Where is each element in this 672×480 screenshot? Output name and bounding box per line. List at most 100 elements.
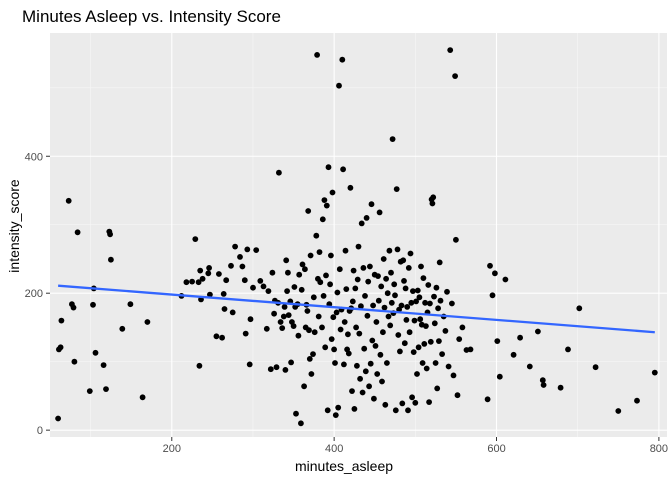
data-point: [288, 359, 294, 366]
data-point: [293, 410, 299, 417]
data-point: [487, 262, 493, 269]
data-point: [281, 304, 288, 310]
data-point: [349, 298, 356, 305]
data-point: [426, 399, 432, 405]
data-point: [216, 271, 222, 277]
data-point: [310, 294, 317, 301]
data-point: [385, 313, 392, 320]
data-point: [127, 301, 134, 308]
data-point: [331, 346, 337, 353]
data-point: [375, 297, 382, 304]
data-point: [263, 325, 270, 332]
data-point: [307, 252, 314, 259]
data-point: [277, 319, 284, 325]
data-point: [273, 364, 280, 371]
data-point: [237, 254, 243, 260]
data-point: [108, 256, 114, 263]
data-point: [439, 351, 445, 357]
data-point: [400, 257, 407, 264]
data-point: [392, 292, 398, 299]
data-point: [304, 308, 311, 314]
data-point: [391, 281, 398, 288]
data-point: [402, 285, 409, 292]
y-tick-label: 200: [25, 288, 43, 300]
data-point: [55, 415, 61, 422]
data-point: [345, 331, 351, 338]
data-point: [282, 367, 289, 373]
data-point: [383, 275, 389, 282]
data-point: [436, 259, 443, 266]
data-point: [634, 397, 640, 404]
data-point: [557, 384, 564, 391]
data-point: [311, 329, 318, 336]
data-point: [213, 333, 220, 340]
data-point: [429, 200, 436, 207]
data-point: [267, 366, 274, 373]
data-point: [484, 396, 491, 403]
data-point: [380, 329, 386, 336]
data-point: [206, 265, 213, 271]
data-point: [285, 312, 292, 318]
data-point: [290, 323, 297, 329]
data-point: [412, 399, 419, 406]
data-point: [324, 407, 331, 414]
y-axis-title: intensity_score: [6, 179, 22, 273]
data-point: [284, 288, 290, 294]
data-point: [285, 269, 291, 276]
data-point: [327, 281, 333, 288]
data-point: [323, 202, 330, 209]
data-point: [71, 358, 78, 365]
data-point: [362, 293, 368, 299]
data-point: [295, 332, 302, 339]
data-point: [436, 338, 442, 344]
data-point: [397, 348, 403, 355]
data-point: [447, 47, 454, 53]
data-point: [450, 372, 457, 379]
data-point: [359, 389, 366, 396]
data-point: [382, 401, 389, 408]
data-point: [250, 284, 256, 291]
x-axis-title: minutes_asleep: [295, 458, 393, 474]
data-point: [540, 382, 547, 388]
data-point: [219, 334, 226, 341]
data-point: [492, 270, 498, 277]
data-point: [103, 386, 109, 392]
data-point: [183, 279, 190, 286]
data-point: [283, 257, 290, 264]
data-point: [420, 275, 427, 281]
data-point: [343, 286, 350, 292]
data-point: [355, 243, 362, 250]
data-point: [341, 319, 348, 325]
data-point: [107, 231, 113, 238]
data-point: [410, 349, 417, 355]
data-point: [368, 201, 375, 208]
data-point: [70, 304, 77, 311]
data-point: [442, 328, 449, 334]
data-point: [232, 243, 239, 250]
data-point: [317, 279, 324, 286]
data-point: [422, 299, 428, 306]
data-point: [74, 229, 81, 236]
data-point: [380, 256, 387, 262]
data-point: [445, 363, 452, 370]
data-point: [350, 267, 357, 274]
data-point: [196, 362, 203, 369]
data-point: [376, 209, 383, 216]
data-point: [314, 52, 320, 58]
data-point: [319, 216, 326, 223]
x-tick-label: 200: [163, 443, 181, 455]
data-point: [592, 364, 599, 371]
data-point: [357, 375, 363, 382]
data-point: [371, 395, 377, 402]
data-point: [276, 169, 282, 176]
y-tick-label: 400: [25, 151, 43, 163]
data-point: [336, 266, 343, 273]
data-point: [347, 184, 354, 191]
data-point: [322, 344, 329, 351]
data-point: [361, 345, 368, 352]
data-point: [316, 249, 323, 256]
data-point: [431, 293, 437, 300]
data-point: [393, 186, 400, 193]
data-point: [298, 420, 304, 427]
data-point: [431, 320, 438, 327]
